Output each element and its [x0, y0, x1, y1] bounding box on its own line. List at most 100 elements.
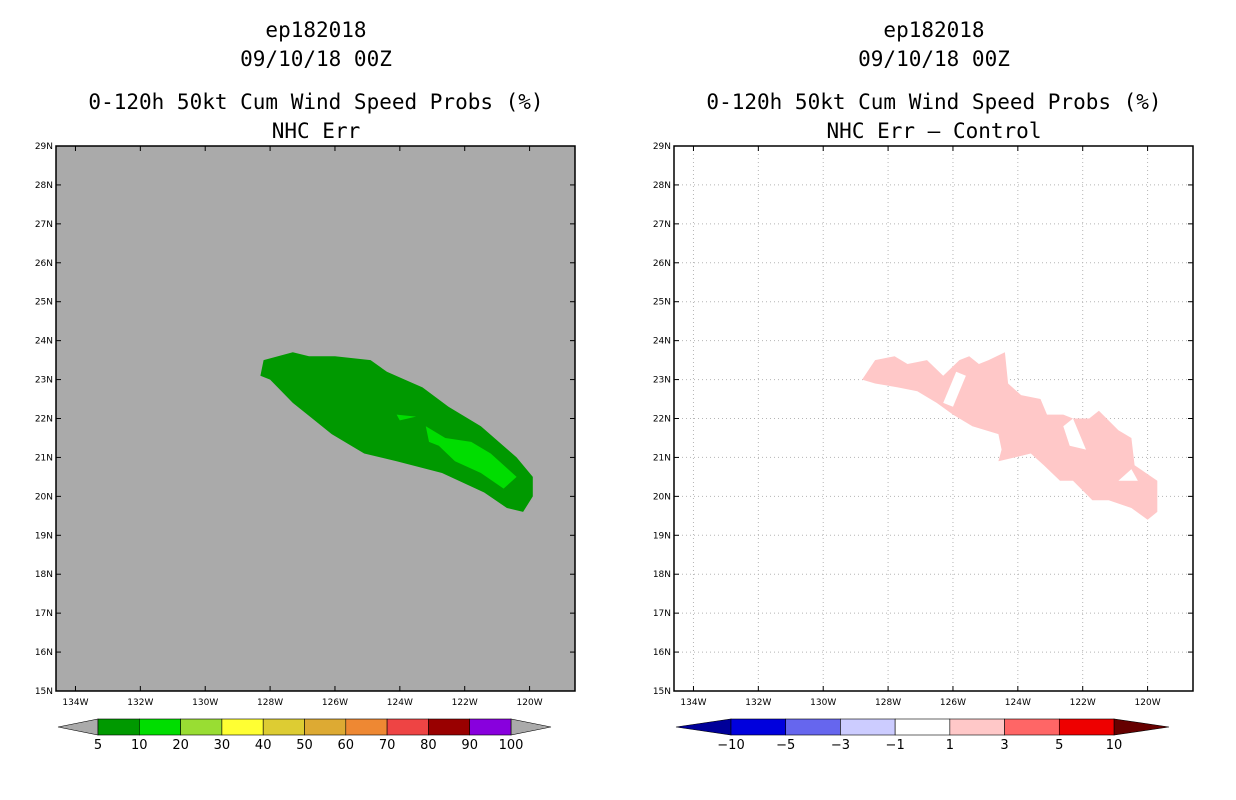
y-tick-label: 25N	[653, 298, 671, 308]
colorbar-swatch	[345, 718, 388, 736]
y-tick-label: 26N	[35, 259, 53, 269]
probability-region-5-10	[260, 352, 533, 512]
y-tick-label: 22N	[653, 415, 671, 425]
x-tick-label: 124W	[387, 698, 413, 708]
y-tick-label: 23N	[653, 376, 671, 386]
left-datetime: 09/10/18 00Z	[240, 47, 392, 71]
chart-panel-2: 15N 16N 17N 18N 19N 20N 21N 22N 23N 24N 25N 26N 27N 2…	[653, 142, 1194, 753]
region-gap	[1063, 418, 1086, 450]
right-storm-id: ep182018	[883, 18, 985, 42]
x-tick-label: 122W	[452, 698, 478, 708]
y-tick-label: 19N	[35, 531, 53, 541]
colorbar-swatch	[386, 718, 429, 736]
probability-region-1-3	[862, 352, 1158, 520]
colorbar-high-extension	[1113, 718, 1170, 736]
x-tick-label: 120W	[517, 698, 543, 708]
colorbar-label: 60	[338, 738, 355, 753]
x-tick-label: 124W	[1005, 698, 1031, 708]
left-subtitle: NHC Err	[271, 119, 361, 143]
colorbar-label: 5	[94, 738, 102, 753]
region-gap	[1118, 469, 1138, 481]
colorbar-label: 5	[1055, 738, 1063, 753]
colorbar-label: 30	[214, 738, 231, 753]
y-tick-label: 27N	[35, 220, 53, 230]
colorbar-label: −1	[886, 738, 905, 753]
x-tick-label: 128W	[257, 698, 283, 708]
y-tick-label: 24N	[653, 337, 671, 347]
x-tick-label: 130W	[810, 698, 836, 708]
region-gap	[943, 371, 966, 407]
probability-region-10-20	[396, 414, 417, 421]
y-tick-label: 15N	[35, 687, 53, 697]
probability-region-10-20	[425, 426, 517, 489]
colorbar-label: 3	[1000, 738, 1008, 753]
y-tick-label: 16N	[653, 648, 671, 658]
colorbar-swatch	[428, 718, 470, 736]
colorbar-swatch	[785, 718, 841, 736]
x-tick-label: 132W	[127, 698, 153, 708]
y-tick-label: 19N	[653, 531, 671, 541]
left-product-title: 0-120h 50kt Cum Wind Speed Probs (%)	[88, 90, 544, 114]
colorbar-high-extension	[510, 718, 552, 736]
colorbar-swatch	[730, 718, 787, 736]
colorbar-swatch	[840, 718, 896, 736]
colorbar-label: 1	[946, 738, 954, 753]
x-tick-label: 128W	[875, 698, 901, 708]
colorbar-swatch	[180, 718, 223, 736]
right-product-title: 0-120h 50kt Cum Wind Speed Probs (%)	[706, 90, 1162, 114]
y-tick-label: 29N	[35, 142, 53, 152]
y-tick-label: 29N	[653, 142, 671, 152]
y-tick-label: 23N	[35, 376, 53, 386]
colorbar: −10 −5 −3 −1 1 3 5 10	[675, 718, 1170, 753]
x-tick-label: 126W	[940, 698, 966, 708]
y-tick-label: 21N	[35, 453, 53, 463]
colorbar-label: 80	[420, 738, 437, 753]
plot-background	[674, 146, 1193, 691]
y-tick-label: 27N	[653, 220, 671, 230]
x-tick-label: 130W	[192, 698, 218, 708]
colorbar-swatch	[139, 718, 181, 736]
colorbar-label: 10	[131, 738, 148, 753]
x-tick-label: 126W	[322, 698, 348, 708]
colorbar-label: 50	[296, 738, 313, 753]
colorbar-label: 90	[461, 738, 478, 753]
y-tick-label: 15N	[653, 687, 671, 697]
y-tick-label: 26N	[653, 259, 671, 269]
colorbar-swatch	[1058, 718, 1115, 736]
y-tick-label: 20N	[35, 492, 53, 502]
chart-panel-1: 15N 16N 17N 18N 19N 20N 21N 22N 23N 24N 25N 26N 27N 2…	[35, 142, 576, 753]
colorbar-low-extension	[57, 718, 99, 736]
x-tick-label: 132W	[745, 698, 771, 708]
colorbar-label: 100	[499, 738, 524, 753]
colorbar-swatch	[262, 718, 305, 736]
y-tick-label: 17N	[653, 609, 671, 619]
colorbar-swatch	[1004, 718, 1060, 736]
y-tick-label: 18N	[35, 570, 53, 580]
colorbar: 5 10 20 30 40 50 60 70 80 90 100	[57, 718, 552, 753]
x-tick-label: 134W	[680, 698, 706, 708]
y-tick-label: 18N	[653, 570, 671, 580]
y-tick-label: 16N	[35, 648, 53, 658]
colorbar-label: 70	[379, 738, 396, 753]
y-tick-label: 25N	[35, 298, 53, 308]
y-tick-label: 28N	[653, 181, 671, 191]
colorbar-low-extension	[675, 718, 732, 736]
right-subtitle: NHC Err – Control	[826, 119, 1042, 143]
y-tick-label: 28N	[35, 181, 53, 191]
colorbar-label: 10	[1106, 738, 1123, 753]
colorbar-swatch	[221, 718, 264, 736]
colorbar-label: −10	[717, 738, 744, 753]
colorbar-label: 20	[172, 738, 189, 753]
y-tick-label: 22N	[35, 415, 53, 425]
y-tick-label: 21N	[653, 453, 671, 463]
colorbar-swatch	[304, 718, 347, 736]
y-tick-label: 20N	[653, 492, 671, 502]
colorbar-label: −5	[776, 738, 795, 753]
x-tick-label: 134W	[62, 698, 88, 708]
colorbar-swatch	[894, 718, 951, 736]
right-datetime: 09/10/18 00Z	[858, 47, 1010, 71]
colorbar-label: 40	[255, 738, 272, 753]
y-tick-label: 17N	[35, 609, 53, 619]
colorbar-swatch	[97, 718, 140, 736]
